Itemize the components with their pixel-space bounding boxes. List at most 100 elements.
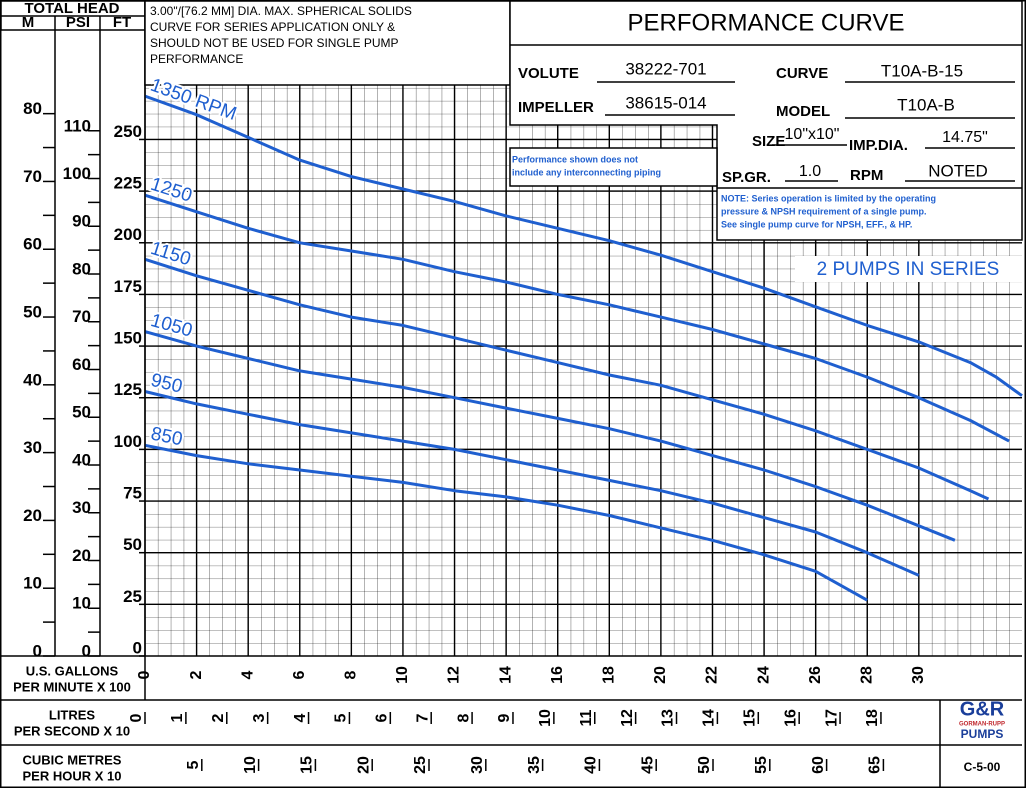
psi_axis-tick-label: 110 — [64, 116, 91, 135]
x-tick-label: 0 — [136, 670, 153, 679]
m_axis-tick-label: 20 — [23, 506, 42, 525]
spec-value: NOTED — [928, 161, 988, 180]
y-tick-label: 75 — [123, 484, 142, 503]
spec-value: 38615-014 — [625, 93, 706, 112]
lps_axis-tick-label: 16 — [782, 709, 799, 727]
psi_axis-tick-label: 100 — [63, 164, 91, 183]
x-tick-label: 6 — [291, 670, 308, 679]
y-tick-label: 0 — [133, 638, 142, 657]
series-note: pressure & NPSH requirement of a single … — [721, 206, 927, 216]
y-tick-label: 25 — [123, 587, 142, 606]
spec-value: 1.0 — [799, 163, 821, 180]
note-line: CURVE FOR SERIES APPLICATION ONLY & — [150, 20, 395, 34]
x-label: PER MINUTE X 100 — [13, 679, 131, 694]
m_axis-tick-label: 50 — [23, 303, 42, 322]
x-tick-label: 14 — [497, 666, 514, 684]
psi_axis-tick-label: 20 — [72, 546, 91, 565]
series-note: NOTE: Series operation is limited by the… — [721, 193, 936, 203]
curves — [144, 94, 1023, 602]
y-tick-label: 225 — [114, 174, 142, 193]
lps_axis-tick-label: 1 — [169, 713, 186, 722]
lps_axis-tick-label: 15 — [742, 709, 759, 727]
m3h_axis-tick-label: 55 — [753, 756, 770, 774]
m3h_axis-tick-label: 50 — [696, 756, 713, 774]
m_axis-tick-label: 10 — [23, 574, 42, 593]
m3h_axis-tick-label: 5 — [185, 760, 202, 769]
m3h_axis-tick-label: 10 — [242, 756, 259, 774]
x-tick-label: 18 — [601, 666, 618, 684]
spec-value: 10"x10" — [785, 126, 840, 143]
lps_axis-tick-label: 8 — [455, 713, 472, 722]
spec-label: VOLUTE — [518, 65, 579, 82]
lps_axis-tick-label: 13 — [660, 709, 677, 727]
series-note: See single pump curve for NPSH, EFF., & … — [721, 219, 912, 229]
x-tick-label: 8 — [343, 670, 360, 679]
x-tick-label: 28 — [858, 666, 875, 684]
psi_axis-tick-label: 10 — [72, 594, 91, 613]
m-axis-label: M — [22, 14, 35, 31]
lps_axis-tick-label: 14 — [701, 709, 718, 727]
y-tick-label: 150 — [114, 329, 142, 348]
x-tick-label: 2 — [188, 670, 205, 679]
lps_axis-tick-label: 4 — [292, 713, 309, 722]
logo: PUMPS — [961, 727, 1004, 741]
lps-label: LITRES — [49, 707, 96, 722]
lps_axis-tick-label: 3 — [251, 713, 268, 722]
lps_axis-tick-label: 9 — [496, 713, 513, 722]
curve — [144, 443, 868, 602]
x-tick-label: 16 — [549, 666, 566, 684]
y-tick-label: 50 — [123, 535, 142, 554]
curve — [144, 257, 990, 501]
y-tick-label: 200 — [114, 225, 142, 244]
spec-value: 14.75" — [942, 129, 988, 146]
m_axis-tick-label: 80 — [23, 99, 42, 118]
psi_axis-tick-label: 60 — [72, 355, 91, 374]
lps_axis-tick-label: 5 — [333, 713, 350, 722]
curve — [144, 193, 1010, 443]
lps_axis-tick-label: 12 — [619, 709, 636, 727]
m_axis-tick-label: 70 — [23, 167, 42, 186]
note-line: 3.00"/[76.2 MM] DIA. MAX. SPHERICAL SOLI… — [150, 4, 412, 18]
psi_axis-tick-label: 40 — [72, 450, 91, 469]
x-label: U.S. GALLONS — [26, 663, 119, 678]
piping-note: Performance shown does not — [512, 154, 638, 164]
m3h-label: CUBIC METRES — [23, 752, 122, 767]
x-tick-label: 4 — [239, 670, 256, 679]
spec-label: MODEL — [776, 103, 830, 120]
spec-value: 38222-701 — [625, 59, 706, 78]
m3h-label: PER HOUR X 10 — [23, 768, 122, 783]
piping-note: include any interconnecting piping — [512, 167, 661, 177]
x-tick-label: 10 — [394, 666, 411, 684]
logo: G&R — [960, 698, 1005, 720]
lps_axis-tick-label: 0 — [128, 713, 145, 722]
curve — [144, 94, 1023, 397]
y-tick-label: 250 — [114, 122, 142, 141]
psi_axis-tick-label: 50 — [72, 403, 91, 422]
spec-label: SP.GR. — [722, 169, 771, 186]
spec-label: IMP.DIA. — [849, 137, 908, 154]
lps_axis-tick-label: 10 — [537, 709, 554, 727]
lps_axis-tick-label: 11 — [578, 709, 595, 726]
psi_axis-tick-label: 30 — [72, 498, 91, 517]
psi-axis-label: PSI — [66, 14, 90, 31]
note-line: PERFORMANCE — [150, 52, 243, 66]
y-tick-label: 100 — [114, 432, 142, 451]
note-line: SHOULD NOT BE USED FOR SINGLE PUMP — [150, 36, 399, 50]
note-box — [144, 0, 511, 86]
psi_axis-tick-label: 90 — [72, 212, 91, 231]
config-label: 2 PUMPS IN SERIES — [817, 259, 1000, 280]
lps_axis-tick-label: 17 — [823, 709, 840, 727]
spec-label: CURVE — [776, 65, 828, 82]
m3h_axis-tick-label: 15 — [299, 756, 316, 774]
m3h_axis-tick-label: 35 — [526, 756, 543, 774]
m_axis-tick-label: 40 — [23, 370, 42, 389]
piping-note-box — [509, 147, 718, 187]
curve — [144, 330, 956, 542]
spec-label: SIZE — [752, 133, 785, 150]
spec-value: T10A-B-15 — [881, 61, 963, 80]
x-tick-label: 30 — [910, 666, 927, 684]
y-label: TOTAL HEAD — [24, 0, 119, 17]
m3h_axis-tick-label: 20 — [355, 756, 372, 774]
